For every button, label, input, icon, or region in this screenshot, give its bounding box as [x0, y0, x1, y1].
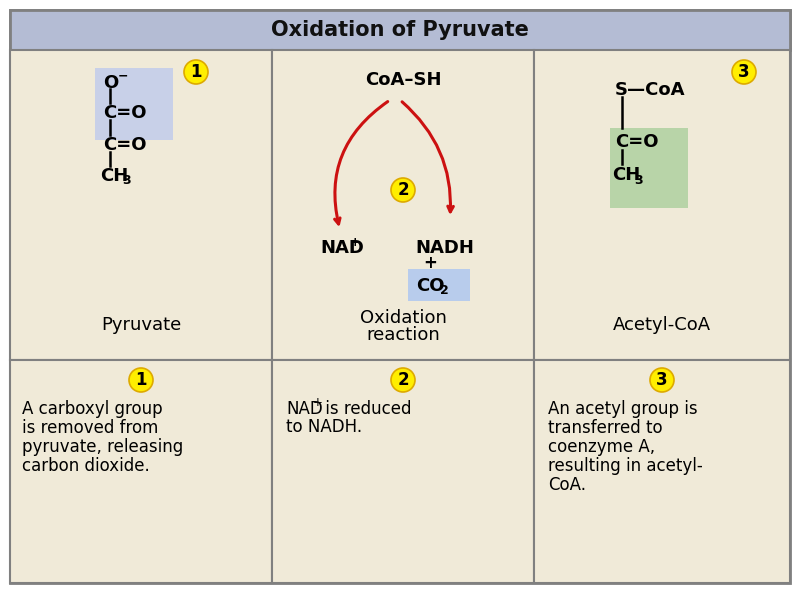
FancyBboxPatch shape	[408, 269, 470, 301]
Text: resulting in acetyl-: resulting in acetyl-	[548, 457, 702, 475]
Text: C=O: C=O	[103, 104, 146, 122]
Text: 1: 1	[135, 371, 146, 389]
Text: O: O	[103, 74, 118, 92]
FancyBboxPatch shape	[10, 360, 272, 583]
Text: CH: CH	[612, 166, 640, 184]
Text: NAD: NAD	[286, 400, 322, 418]
Text: 3: 3	[634, 174, 642, 187]
Circle shape	[732, 60, 756, 84]
FancyBboxPatch shape	[10, 10, 790, 50]
Text: 2: 2	[397, 181, 409, 199]
Text: 3: 3	[122, 174, 130, 187]
Text: NADH: NADH	[415, 239, 474, 257]
FancyBboxPatch shape	[272, 360, 534, 583]
Text: 2: 2	[440, 285, 449, 298]
Text: CoA.: CoA.	[548, 476, 586, 494]
Text: C=O: C=O	[103, 136, 146, 154]
Text: S—CoA: S—CoA	[615, 81, 686, 99]
Text: CH: CH	[100, 167, 128, 185]
Text: C=O: C=O	[615, 133, 658, 151]
FancyBboxPatch shape	[10, 50, 272, 360]
Text: CO: CO	[416, 277, 445, 295]
Text: 3: 3	[656, 371, 668, 389]
Circle shape	[184, 60, 208, 84]
Text: is removed from: is removed from	[22, 419, 158, 437]
Text: transferred to: transferred to	[548, 419, 662, 437]
Text: pyruvate, releasing: pyruvate, releasing	[22, 438, 183, 456]
Text: Acetyl-CoA: Acetyl-CoA	[613, 316, 711, 334]
Text: An acetyl group is: An acetyl group is	[548, 400, 698, 418]
Text: +: +	[423, 254, 437, 272]
Text: +: +	[313, 396, 323, 409]
FancyBboxPatch shape	[10, 10, 790, 583]
Text: Oxidation: Oxidation	[359, 309, 446, 327]
Text: −: −	[118, 69, 129, 82]
Circle shape	[129, 368, 153, 392]
Text: to NADH.: to NADH.	[286, 418, 362, 436]
Text: A carboxyl group: A carboxyl group	[22, 400, 162, 418]
Text: coenzyme A,: coenzyme A,	[548, 438, 655, 456]
Text: Pyruvate: Pyruvate	[101, 316, 181, 334]
Circle shape	[650, 368, 674, 392]
Text: reaction: reaction	[366, 326, 440, 344]
Text: CoA–SH: CoA–SH	[365, 71, 442, 89]
Text: carbon dioxide.: carbon dioxide.	[22, 457, 150, 475]
Text: 3: 3	[738, 63, 750, 81]
Circle shape	[391, 368, 415, 392]
Text: 2: 2	[397, 371, 409, 389]
Text: NAD: NAD	[320, 239, 364, 257]
Text: +: +	[350, 235, 361, 248]
Text: 1: 1	[190, 63, 202, 81]
FancyBboxPatch shape	[610, 128, 688, 208]
Text: is reduced: is reduced	[320, 400, 411, 418]
FancyBboxPatch shape	[272, 50, 534, 360]
Circle shape	[391, 178, 415, 202]
FancyBboxPatch shape	[95, 68, 173, 140]
FancyBboxPatch shape	[534, 360, 790, 583]
Text: Oxidation of Pyruvate: Oxidation of Pyruvate	[271, 20, 529, 40]
FancyBboxPatch shape	[534, 50, 790, 360]
